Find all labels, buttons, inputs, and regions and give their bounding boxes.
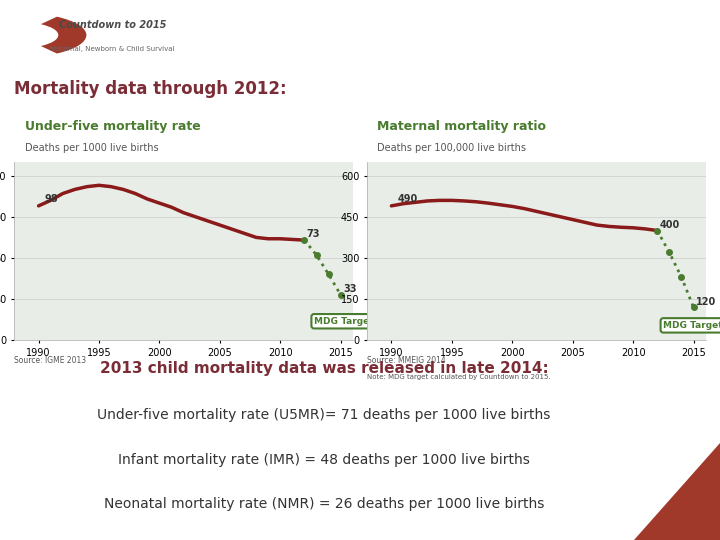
Text: 490: 490 <box>397 194 418 204</box>
Text: 400: 400 <box>660 220 680 231</box>
Text: Note: MDG target calculated by Countdown to 2015.: Note: MDG target calculated by Countdown… <box>367 374 551 380</box>
Text: Source: MMEIG 2014: Source: MMEIG 2014 <box>367 356 446 366</box>
Text: Deaths per 100,000 live births: Deaths per 100,000 live births <box>377 144 526 153</box>
Text: Countdown to 2015: Countdown to 2015 <box>58 19 166 30</box>
Text: Mortality data through 2012:: Mortality data through 2012: <box>14 80 287 98</box>
Text: 120: 120 <box>696 296 716 307</box>
Text: 98: 98 <box>45 194 58 204</box>
Text: MDG Target: MDG Target <box>663 321 720 330</box>
Wedge shape <box>41 17 86 53</box>
Text: Neonatal mortality rate (NMR) = 26 deaths per 1000 live births: Neonatal mortality rate (NMR) = 26 death… <box>104 497 544 511</box>
Text: National progress towards
MDGs 4 & 5: National progress towards MDGs 4 & 5 <box>301 13 635 57</box>
Text: 73: 73 <box>307 230 320 239</box>
Text: 2013 child mortality data was released in late 2014:: 2013 child mortality data was released i… <box>99 361 549 376</box>
Text: Maternal, Newborn & Child Survival: Maternal, Newborn & Child Survival <box>50 46 174 52</box>
Text: 33: 33 <box>343 284 356 294</box>
Text: Under-five mortality rate (U5MR)= 71 deaths per 1000 live births: Under-five mortality rate (U5MR)= 71 dea… <box>97 408 551 422</box>
Text: Infant mortality rate (IMR) = 48 deaths per 1000 live births: Infant mortality rate (IMR) = 48 deaths … <box>118 453 530 467</box>
Text: Source: IGME 2013: Source: IGME 2013 <box>14 356 86 366</box>
Text: Maternal mortality ratio: Maternal mortality ratio <box>377 120 546 133</box>
Text: Deaths per 1000 live births: Deaths per 1000 live births <box>24 144 158 153</box>
Text: Under-five mortality rate: Under-five mortality rate <box>24 120 200 133</box>
Polygon shape <box>634 443 720 540</box>
Text: MDG Target: MDG Target <box>314 317 374 326</box>
